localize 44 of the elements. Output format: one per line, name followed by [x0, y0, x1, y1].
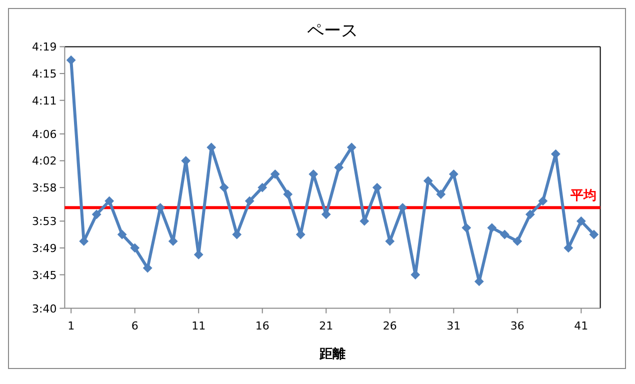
point	[538, 196, 548, 206]
x-tick-label: 41	[574, 319, 588, 332]
point	[487, 223, 496, 232]
x-tick-label: 21	[319, 319, 334, 332]
y-tick-label: 4:15	[32, 68, 57, 81]
point	[104, 196, 114, 206]
point	[283, 190, 292, 199]
chart-title: ペース	[307, 21, 358, 41]
y-tick-label: 4:11	[32, 94, 57, 108]
x-tick-label: 16	[255, 319, 270, 332]
point	[436, 190, 446, 199]
x-tick-label: 6	[131, 319, 138, 332]
point	[526, 210, 535, 219]
y-tick-label: 4:02	[32, 154, 57, 168]
point	[512, 236, 522, 246]
point	[220, 183, 229, 192]
point	[424, 176, 433, 186]
point	[66, 56, 76, 65]
point	[449, 170, 458, 179]
y-tick-label: 3:49	[32, 242, 57, 255]
x-tick-label: 1	[68, 319, 75, 332]
point	[245, 196, 254, 206]
y-tick-label: 4:06	[32, 128, 57, 141]
point	[258, 183, 267, 192]
x-tick-label: 26	[382, 319, 397, 332]
y-tick-label: 3:58	[32, 182, 57, 195]
x-tick-label: 36	[510, 319, 524, 332]
x-tick-label: 11	[192, 319, 206, 332]
x-axis-title: 距離	[318, 347, 346, 362]
point	[589, 230, 598, 240]
point	[270, 170, 280, 179]
point	[92, 210, 102, 219]
y-tick-label: 3:45	[32, 268, 57, 282]
x-tick-label: 31	[446, 319, 461, 332]
point	[500, 230, 510, 240]
point	[462, 223, 471, 232]
y-tick-label: 4:19	[32, 40, 57, 54]
point	[576, 216, 586, 226]
y-tick-label: 3:53	[32, 215, 57, 228]
point	[130, 243, 140, 252]
y-tick-label: 3:40	[32, 302, 57, 316]
point	[118, 230, 127, 240]
point	[334, 162, 344, 172]
ref-line-label: 平均	[569, 188, 596, 204]
